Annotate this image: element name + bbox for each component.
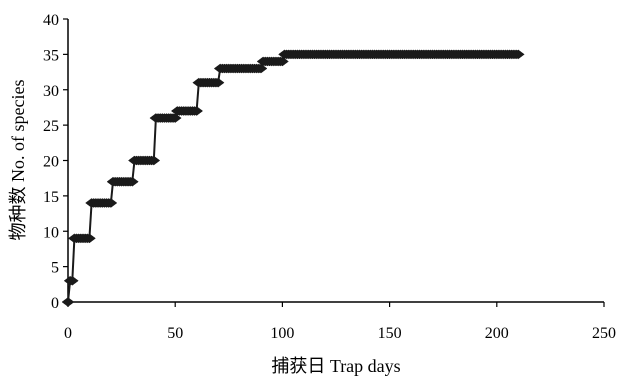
y-tick-label: 30 <box>43 83 59 100</box>
axis-ticks: 0 5 10 15 20 25 30 35 40 0 50 100 150 200 250 <box>43 12 616 342</box>
data-point <box>147 155 161 166</box>
x-tick-label: 250 <box>592 325 616 342</box>
x-tick-label: 50 <box>167 325 183 342</box>
series-markers <box>61 49 525 307</box>
data-point <box>211 77 225 88</box>
data-point <box>190 106 204 116</box>
y-tick-label: 40 <box>43 12 59 29</box>
x-tick-label: 100 <box>270 325 294 342</box>
x-axis-title: 捕获日 Trap days <box>271 356 400 376</box>
y-tick-label: 25 <box>43 118 59 135</box>
data-point <box>125 176 139 187</box>
x-tick-label: 150 <box>378 325 402 342</box>
y-tick-label: 10 <box>43 224 59 241</box>
data-point <box>168 113 182 123</box>
x-tick-label: 200 <box>485 325 509 342</box>
data-point <box>104 198 118 208</box>
y-tick-label: 0 <box>51 295 59 312</box>
y-tick-label: 15 <box>43 189 59 206</box>
series-layer <box>61 49 525 307</box>
data-point <box>511 49 525 60</box>
x-tick-label: 0 <box>64 325 72 342</box>
y-tick-label: 20 <box>43 154 59 171</box>
y-tick-label: 5 <box>51 260 59 277</box>
data-point <box>275 56 289 67</box>
series-line <box>67 53 519 303</box>
data-point <box>83 233 96 244</box>
y-tick-label: 35 <box>43 47 59 64</box>
data-point <box>65 275 79 286</box>
y-axis-title: 物种数 No. of species <box>8 80 28 241</box>
data-point <box>254 63 268 74</box>
data-point <box>61 297 75 307</box>
